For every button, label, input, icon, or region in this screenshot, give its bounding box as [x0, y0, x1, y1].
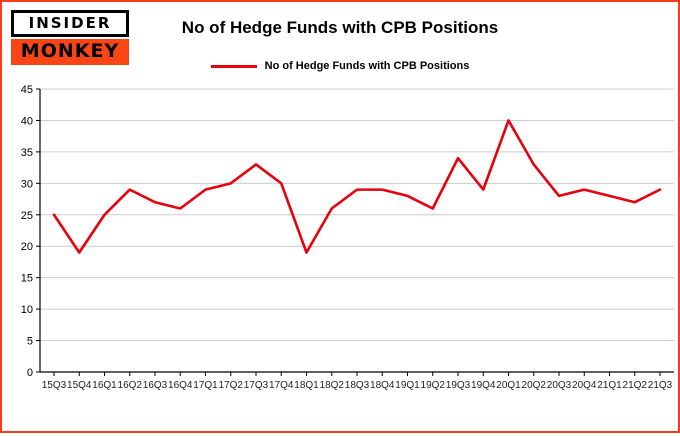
line-chart: 0 5 10 15 20 25 30 35 40 45 15Q3 15Q4 16Q1 16Q2 16Q3 16…: [21, 84, 674, 391]
x-tick-label: 18Q3: [345, 380, 370, 391]
x-tick-label: 21Q2: [623, 380, 648, 391]
x-tick-label: 16Q4: [168, 380, 193, 391]
legend-line-sample: [210, 64, 257, 68]
x-tick-label: 17Q2: [219, 380, 244, 391]
y-tick-label: 40: [21, 115, 33, 127]
y-tick-label: 10: [21, 304, 33, 316]
x-tick-label: 19Q4: [471, 380, 496, 391]
x-tick-label: 15Q3: [42, 380, 67, 391]
x-tick-label: 21Q3: [648, 380, 673, 391]
x-tick-label: 17Q4: [269, 380, 294, 391]
x-tick-label: 18Q1: [294, 380, 319, 391]
chart-title: No of Hedge Funds with CPB Positions: [181, 18, 499, 37]
x-tick-label: 16Q2: [118, 380, 143, 391]
legend-label: No of Hedge Funds with CPB Positions: [264, 60, 470, 72]
x-tick-label: 19Q2: [421, 380, 446, 391]
y-tick-label: 35: [21, 147, 33, 159]
y-tick-label: 30: [21, 178, 33, 190]
logo-text-insider: INSIDER: [11, 10, 129, 37]
x-tick-label: 19Q3: [446, 380, 471, 391]
y-tick-label: 45: [21, 84, 33, 96]
x-tick-label: 20Q4: [572, 380, 597, 391]
x-tick-label: 21Q1: [597, 380, 622, 391]
series-line-hedge-funds: [52, 119, 662, 254]
y-tick-label: 5: [27, 336, 33, 348]
logo-text-monkey: MONKEY: [11, 39, 129, 65]
x-tick-label: 20Q2: [522, 380, 547, 391]
x-tick-label: 17Q3: [244, 380, 269, 391]
y-tick-label: 0: [27, 367, 33, 379]
chart-legend: No of Hedge Funds with CPB Positions: [2, 60, 678, 72]
insider-monkey-logo: INSIDER MONKEY: [11, 10, 129, 65]
x-tick-label: 20Q1: [496, 380, 521, 391]
y-tick-label: 25: [21, 210, 33, 222]
x-tick-label: 18Q4: [370, 380, 395, 391]
x-tick-label: 16Q3: [143, 380, 168, 391]
x-tick-label: 17Q1: [193, 380, 218, 391]
y-tick-label: 15: [21, 273, 33, 285]
x-tick-label: 16Q1: [92, 380, 117, 391]
chart-area: 0 5 10 15 20 25 30 35 40 45 15Q3 15Q4 16Q1 16Q2 16Q3 16…: [2, 76, 680, 436]
x-tick-label: 20Q3: [547, 380, 572, 391]
x-tick-label: 18Q2: [320, 380, 345, 391]
x-tick-label: 15Q4: [67, 380, 92, 391]
x-tick-label: 19Q1: [395, 380, 420, 391]
y-tick-label: 20: [21, 241, 33, 253]
